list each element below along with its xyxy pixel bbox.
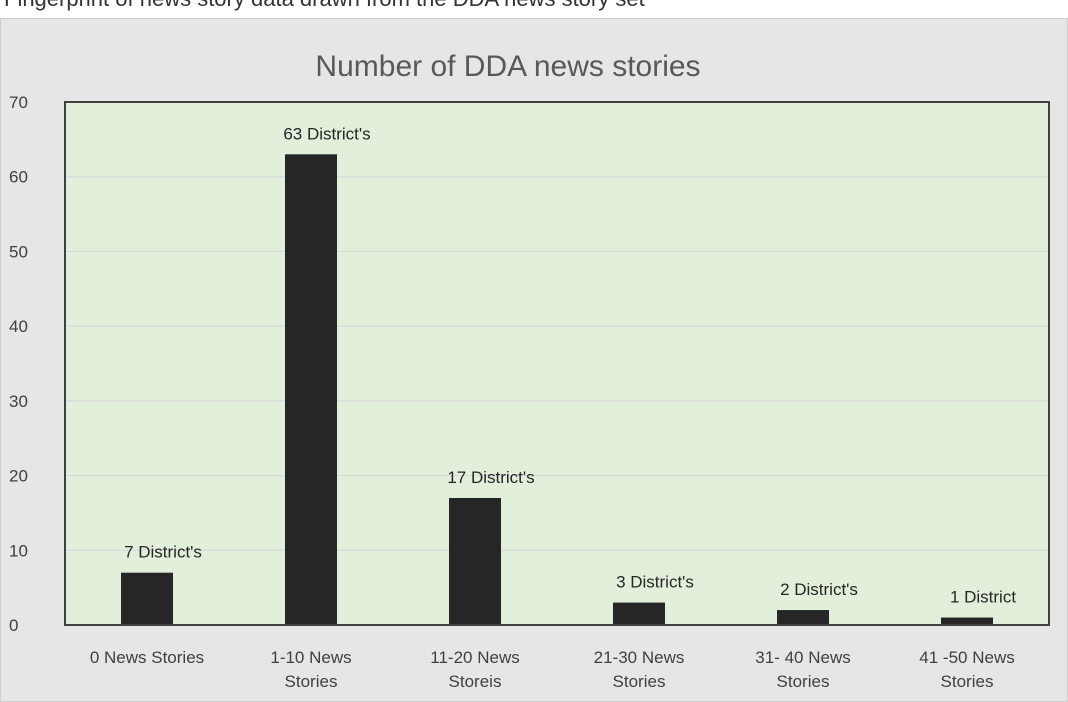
x-category-label-line: Stories [285, 672, 338, 691]
bar [285, 154, 337, 626]
data-label: 1 District [950, 588, 1016, 607]
data-label: 63 District's [283, 124, 370, 143]
bar [613, 602, 665, 625]
x-category-label: 41 -50 News Stories [919, 648, 1014, 691]
bar [121, 572, 173, 625]
y-tick-label: 10 [9, 541, 28, 560]
x-category-label: 11-20 News Storeis [430, 648, 519, 691]
bar [449, 497, 501, 625]
chart-title: Number of DDA news stories [315, 50, 700, 83]
plot-area: 0 10 20 30 40 50 60 70 7 District's 0 News Storie… [9, 93, 1050, 691]
y-tick-label: 0 [9, 616, 18, 635]
x-category-label-line: 31- 40 News [755, 648, 850, 667]
cropped-caption-text: Fingerprint of news story data drawn fro… [4, 0, 645, 12]
x-category-label-line: 41 -50 News [919, 648, 1014, 667]
x-category-label-line: 11-20 News [430, 648, 519, 667]
x-category-label-line: Stories [941, 672, 994, 691]
x-category-label: 21-30 News Stories [594, 648, 685, 691]
x-category-label-line: Stories [777, 672, 830, 691]
plot-border [64, 101, 1050, 626]
x-category-label: 0 News Stories [90, 648, 204, 667]
data-label: 7 District's [124, 543, 202, 562]
bar-chart: Number of DDA news stories 0 10 20 30 40 50 60… [9, 50, 1050, 691]
x-category-label: 31- 40 News Stories [755, 648, 850, 691]
y-tick-label: 70 [9, 93, 28, 112]
x-category-label-line: 0 News Stories [90, 648, 204, 667]
x-category-label-line: 1-10 News [270, 648, 351, 667]
top-strip: Fingerprint of news story data drawn fro… [0, 0, 1068, 18]
y-tick-label: 20 [9, 467, 28, 486]
x-category-label-line: Stories [613, 672, 666, 691]
y-tick-label: 60 [9, 168, 28, 187]
bar [941, 617, 993, 625]
bar [777, 610, 829, 625]
data-label: 17 District's [447, 468, 534, 487]
x-category-label: 1-10 News Stories [270, 648, 351, 691]
plot-background [65, 102, 1049, 625]
data-label: 3 District's [616, 573, 694, 592]
chart-frame: Number of DDA news stories 0 10 20 30 40 50 60… [0, 18, 1068, 702]
y-tick-label: 40 [9, 317, 28, 336]
y-tick-label: 50 [9, 242, 28, 261]
x-category-label-line: Storeis [449, 672, 502, 691]
x-category-label-line: 21-30 News [594, 648, 685, 667]
data-label: 2 District's [780, 580, 858, 599]
y-tick-label: 30 [9, 392, 28, 411]
